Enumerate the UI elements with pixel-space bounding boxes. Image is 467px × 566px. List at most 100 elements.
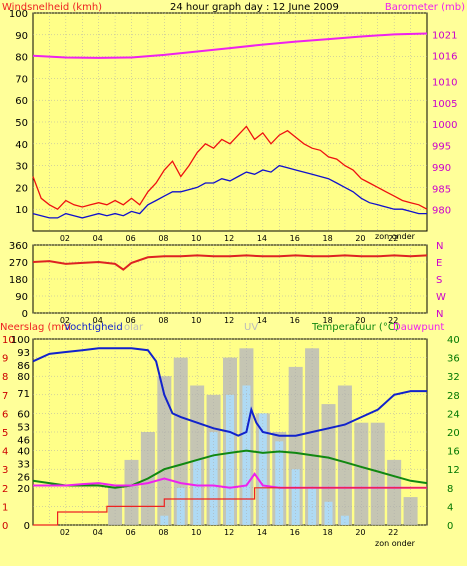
dewpoint-axis-title: Dauwpunt xyxy=(393,322,444,333)
humidity-y-tick-label: 93 xyxy=(17,348,30,359)
direction-y-tick-label: 360 xyxy=(9,241,28,252)
bar-solar xyxy=(321,404,336,525)
rain-y-tick-label: 10 xyxy=(2,335,15,346)
temperature-y-tick-label: 12 xyxy=(447,465,460,476)
humidity-y-tick-label: 46 xyxy=(17,435,30,446)
temperature-y-tick-label: 20 xyxy=(447,428,460,439)
sunset-label-top: zon onder xyxy=(375,232,416,241)
wind-y-tick-label: 90 xyxy=(15,31,28,42)
temperature-axis-title: Temperatuur (°C) xyxy=(311,322,399,333)
wind-x-tick-label: 04 xyxy=(93,234,103,243)
bar-uv xyxy=(340,515,349,525)
wind-y-tick-label: 70 xyxy=(15,74,28,85)
wind-y-tick-label: 10 xyxy=(15,205,28,216)
humidity-y-tick-label: 80 xyxy=(17,372,30,383)
wind-x-tick-label: 14 xyxy=(257,234,267,243)
barometer-axis-title: Barometer (mb) xyxy=(385,2,465,13)
barometer-y-tick-label: 1016 xyxy=(432,52,457,63)
wind-x-tick-label: 08 xyxy=(158,234,168,243)
wind-speed-axis-title: Windsnelheid (kmh) xyxy=(2,2,102,13)
bar-uv xyxy=(160,515,169,525)
barometer-y-tick-label: 1005 xyxy=(432,99,457,110)
humidity-y-tick-label: 60 xyxy=(17,409,30,420)
wind-y-tick-label: 60 xyxy=(15,96,28,107)
barometer-y-tick-label: 1021 xyxy=(432,30,457,41)
rain-y-tick-label: 2 xyxy=(2,484,8,495)
compass-tick-label: S xyxy=(436,275,442,286)
temperature-y-tick-label: 40 xyxy=(447,335,460,346)
temp-x-tick-label: 22 xyxy=(388,528,398,537)
humidity-y-tick-label: 71 xyxy=(17,389,30,400)
bar-uv xyxy=(209,432,218,525)
series-line-gust xyxy=(32,125,428,211)
wind-y-tick-label: 100 xyxy=(9,9,28,20)
wind-x-tick-label: 12 xyxy=(224,234,234,243)
bar-uv xyxy=(258,413,267,525)
temp-x-tick-label: 16 xyxy=(290,528,300,537)
humidity-y-tick-label: 33 xyxy=(17,460,30,471)
barometer-y-tick-label: 995 xyxy=(432,142,451,153)
direction-x-tick-label: 02 xyxy=(60,316,70,325)
rain-y-tick-label: 5 xyxy=(2,428,8,439)
temperature-y-tick-label: 0 xyxy=(447,521,453,532)
compass-tick-label: N xyxy=(436,309,443,320)
temperature-y-tick-label: 4 xyxy=(447,502,453,513)
temperature-y-tick-label: 36 xyxy=(447,354,460,365)
bar-solar xyxy=(403,497,418,525)
series-line-rain xyxy=(33,487,427,526)
temp-x-tick-label: 08 xyxy=(158,528,168,537)
bar-solar xyxy=(354,422,369,525)
series-line-humidity xyxy=(32,347,427,437)
temperature-y-tick-label: 28 xyxy=(447,391,460,402)
wind-x-tick-label: 02 xyxy=(60,234,70,243)
humidity-y-tick-label: 26 xyxy=(17,473,30,484)
temperature-y-tick-label: 24 xyxy=(447,409,460,420)
rain-y-tick-label: 9 xyxy=(2,354,8,365)
wind-y-tick-label: 40 xyxy=(15,140,28,151)
chart-marks-layer: 1020304050607080901009809859909951000100… xyxy=(2,9,460,537)
rain-y-tick-label: 8 xyxy=(2,372,8,383)
bar-solar xyxy=(337,385,352,525)
barometer-y-tick-label: 990 xyxy=(432,163,451,174)
wind-x-tick-label: 16 xyxy=(290,234,300,243)
temp-x-tick-label: 10 xyxy=(191,528,201,537)
rain-axis-title: Neerslag (mm xyxy=(0,322,71,333)
humidity-y-tick-label: 20 xyxy=(17,484,30,495)
direction-y-tick-label: 270 xyxy=(9,258,28,269)
direction-x-tick-label: 20 xyxy=(355,316,365,325)
barometer-y-tick-label: 985 xyxy=(432,184,451,195)
temp-x-tick-label: 02 xyxy=(60,528,70,537)
wind-y-tick-label: 80 xyxy=(15,53,28,64)
rain-y-tick-label: 4 xyxy=(2,447,8,458)
humidity-y-tick-label: 100 xyxy=(11,335,30,346)
direction-x-tick-label: 18 xyxy=(323,316,333,325)
bar-uv xyxy=(242,385,251,525)
barometer-y-tick-label: 1010 xyxy=(432,77,457,88)
humidity-y-tick-label: 0 xyxy=(24,521,30,532)
direction-x-tick-label: 22 xyxy=(388,316,398,325)
rain-y-tick-label: 6 xyxy=(2,409,8,420)
solar-axis-title: olar xyxy=(124,322,144,333)
series-line-temperature xyxy=(32,449,428,489)
direction-x-tick-label: 16 xyxy=(290,316,300,325)
direction-y-tick-label: 90 xyxy=(15,292,28,303)
sunset-label-bottom: zon onder xyxy=(375,539,416,548)
series-line-wind-direction xyxy=(32,254,428,271)
compass-tick-label: E xyxy=(436,258,442,269)
direction-x-tick-label: 06 xyxy=(126,316,136,325)
temperature-y-tick-label: 32 xyxy=(447,372,460,383)
temp-x-tick-label: 06 xyxy=(126,528,136,537)
bar-uv xyxy=(291,469,300,525)
temp-x-tick-label: 12 xyxy=(224,528,234,537)
temp-x-tick-label: 14 xyxy=(257,528,267,537)
bar-solar xyxy=(370,422,385,525)
wind-x-tick-label: 22 xyxy=(388,234,398,243)
temp-x-tick-label: 18 xyxy=(323,528,333,537)
barometer-y-tick-label: 980 xyxy=(432,206,451,217)
temperature-y-tick-label: 16 xyxy=(447,447,460,458)
humidity-y-tick-label: 86 xyxy=(17,361,30,372)
series-line-average xyxy=(32,164,427,219)
direction-x-tick-label: 14 xyxy=(257,316,267,325)
